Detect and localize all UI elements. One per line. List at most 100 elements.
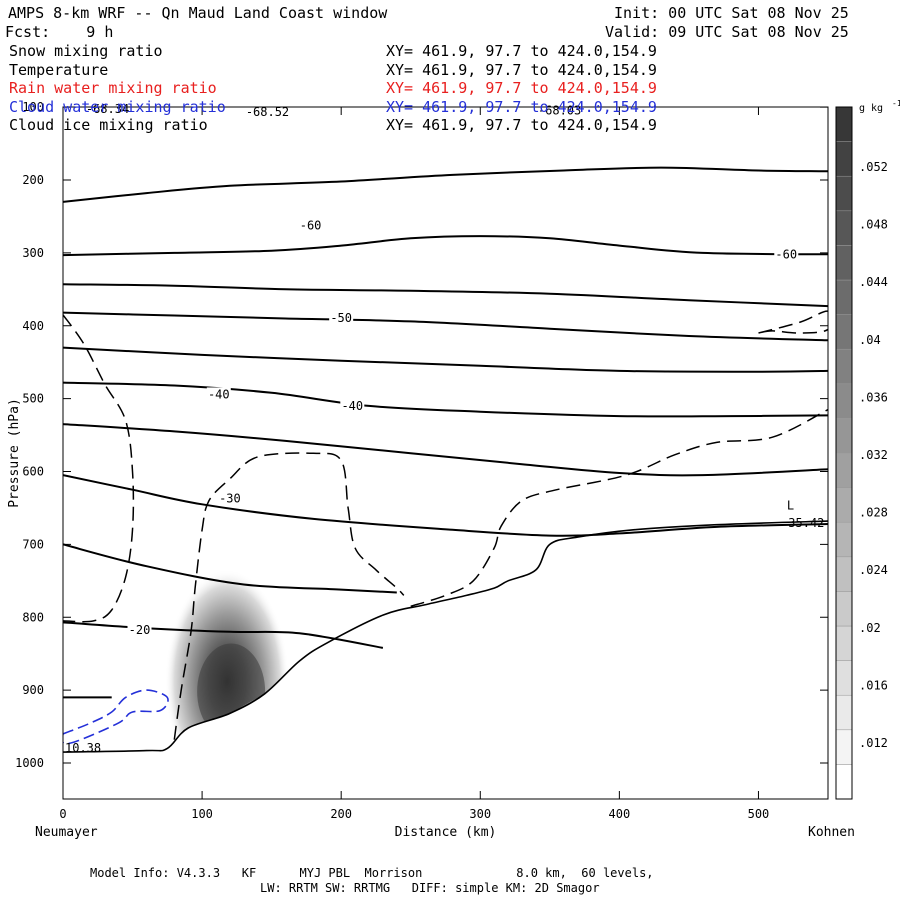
temperature-label-bg <box>329 310 354 324</box>
temperature-label-bg <box>206 387 231 401</box>
legend-cross-section-coords: XY= 461.9, 97.7 to 424.0,154.9 <box>386 97 657 116</box>
colorbar-bin <box>835 556 853 592</box>
temperature-contour <box>63 621 384 649</box>
temperature-label-bg <box>774 247 799 261</box>
annotation-label: L <box>787 498 794 512</box>
x-tick-label: 400 <box>609 807 631 821</box>
chart-title: AMPS 8-km WRF -- Qn Maud Land Coast wind… <box>8 4 388 22</box>
legend-cross-section-coords: XY= 461.9, 97.7 to 424.0,154.9 <box>386 116 657 134</box>
valid-time: Valid: 09 UTC Sat 08 Nov 25 <box>605 23 849 41</box>
colorbar-bin <box>835 625 853 661</box>
colorbar-tick-label: .012 <box>859 736 888 750</box>
colorbar-frame <box>835 106 853 800</box>
colorbar-tick-label: .04 <box>859 333 881 347</box>
colorbar-bin <box>835 210 853 246</box>
temperature-label: -40 <box>208 387 230 401</box>
x-tick-label: 0 <box>59 807 66 821</box>
temperature-contour <box>63 543 397 594</box>
annotation-label: -68.34 <box>86 102 129 116</box>
annotation-label: 10.38 <box>65 741 101 755</box>
legend-cross-section-coords: XY= 461.9, 97.7 to 424.0,154.9 <box>386 42 657 60</box>
temperature-label-bg <box>217 491 242 505</box>
plot-frame <box>62 106 829 800</box>
annotation-label: -68.03 <box>538 103 581 117</box>
colorbar-bin <box>835 314 853 350</box>
colorbar-tick-label: .032 <box>859 448 888 462</box>
legend-field-name: Cloud water mixing ratio <box>9 97 226 116</box>
colorbar-bin <box>835 106 853 142</box>
legend-field-name: Cloud ice mixing ratio <box>9 116 208 134</box>
colorbar-bin <box>835 418 853 454</box>
colorbar-bin <box>835 245 853 281</box>
y-tick-label: 700 <box>22 537 44 551</box>
colorbar-bin <box>835 279 853 315</box>
temperature-contour <box>63 423 828 477</box>
x-left-endpoint: Neumayer <box>35 825 98 840</box>
snow-contour <box>758 310 828 334</box>
temperature-label: -30 <box>219 492 241 506</box>
temperature-label: -20 <box>129 623 151 637</box>
temperature-label-bg <box>298 218 323 232</box>
colorbar-bin <box>835 660 853 696</box>
x-tick-label: 500 <box>748 807 770 821</box>
temperature-label: -40 <box>341 399 363 413</box>
colorbar-tick-label: .052 <box>859 160 888 174</box>
colorbar-tick-label: .036 <box>859 390 888 404</box>
colorbar-tick-label: .024 <box>859 563 888 577</box>
temperature-contour <box>63 283 828 308</box>
temperature-label-bg <box>340 399 365 413</box>
x-tick-label: 300 <box>469 807 491 821</box>
y-tick-label: 600 <box>22 465 44 479</box>
colorbar-bin <box>835 452 853 488</box>
snow-contour <box>63 314 135 623</box>
terrain-line <box>63 520 828 753</box>
forecast-hour: Fcst: 9 h <box>5 23 114 41</box>
x-tick-label: 100 <box>191 807 213 821</box>
colorbar-unit: g kg <box>859 103 883 114</box>
temperature-contour <box>63 346 828 373</box>
x-right-endpoint: Kohnen <box>808 825 855 840</box>
init-time: Init: 00 UTC Sat 08 Nov 25 <box>614 4 849 22</box>
y-tick-label: 300 <box>22 246 44 260</box>
colorbar-tick-label: .016 <box>859 678 888 692</box>
colorbar-bin <box>835 764 853 800</box>
colorbar-bin <box>835 591 853 627</box>
legend-field-name: Rain water mixing ratio <box>9 79 217 97</box>
legend-field-name: Snow mixing ratio <box>9 42 163 60</box>
colorbar-bin <box>835 348 853 385</box>
temperature-contour <box>63 381 828 418</box>
temperature-label: -50 <box>330 311 352 325</box>
colorbar-bin <box>835 694 853 731</box>
legend-field-name: Temperature <box>9 60 109 79</box>
temperature-label-bg <box>127 622 152 636</box>
x-tick-label: 200 <box>330 807 352 821</box>
y-tick-label: 500 <box>22 392 44 406</box>
colorbar-bin <box>835 141 853 177</box>
legend-cross-section-coords: XY= 461.9, 97.7 to 424.0,154.9 <box>386 60 657 79</box>
temperature-label: -60 <box>775 248 797 262</box>
temperature-contour <box>63 311 828 342</box>
colorbar-unit-exponent: -1 <box>892 99 900 108</box>
colorbar-tick-label: .028 <box>859 506 888 520</box>
annotation-label: 35.42 <box>788 516 824 530</box>
snow-contour <box>410 408 828 608</box>
colorbar-tick-label: .048 <box>859 218 888 232</box>
colorbar-bin <box>835 729 853 765</box>
y-tick-label: 400 <box>22 319 44 333</box>
annotation-label: -68.52 <box>246 105 289 119</box>
y-tick-label: 1000 <box>15 756 44 770</box>
colorbar-bin <box>835 175 853 212</box>
y-tick-label: 900 <box>22 683 44 697</box>
y-tick-label: 100 <box>22 100 44 114</box>
physics-info: LW: RRTM SW: RRTMG DIFF: simple KM: 2D S… <box>260 881 600 895</box>
colorbar-bin <box>835 521 853 558</box>
cloud-water-contour <box>63 689 169 745</box>
colorbar-tick-label: .044 <box>859 275 888 289</box>
model-info: Model Info: V4.3.3 KF MYJ PBL Morrison 8… <box>90 866 654 880</box>
rain-water-core <box>197 643 266 740</box>
temperature-contour <box>63 474 828 537</box>
x-axis-label: Distance (km) <box>395 825 497 840</box>
temperature-label: -60 <box>300 218 322 232</box>
snow-contour <box>173 452 405 740</box>
